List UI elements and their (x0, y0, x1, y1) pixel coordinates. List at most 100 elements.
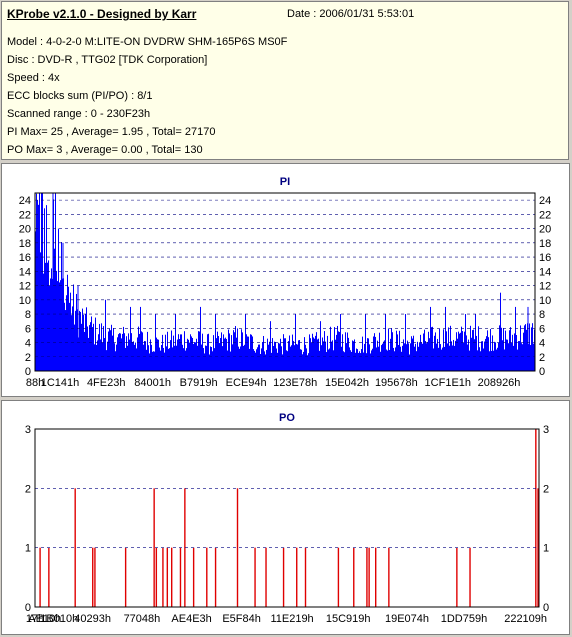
pi-bar (357, 349, 358, 371)
pi-bar (441, 349, 442, 371)
pi-bar (338, 331, 339, 371)
pi-bar (516, 334, 517, 371)
pi-bar (312, 333, 313, 371)
pi-bar (266, 349, 267, 371)
pi-bar (467, 344, 468, 371)
pi-bar (345, 332, 346, 371)
pi-bar (525, 324, 526, 371)
pi-bar (89, 325, 90, 371)
pi-bar (65, 310, 66, 371)
pi-bar (308, 353, 309, 371)
pi-bar (284, 338, 285, 371)
y-tick-label-right: 24 (539, 195, 551, 207)
pi-bar (358, 353, 359, 371)
pi-bar (418, 346, 419, 371)
pi-bar (508, 343, 509, 371)
pi-bar (332, 340, 333, 371)
pi-bar (402, 345, 403, 371)
pi-bar (427, 341, 428, 371)
pi-bar (195, 342, 196, 371)
pi-bar (92, 327, 93, 371)
info-speed: Speed : 4x (7, 72, 60, 84)
pi-spike (140, 306, 141, 371)
pi-bar (413, 335, 414, 371)
pi-bar (504, 349, 505, 371)
pi-bar (384, 340, 385, 371)
x-tick-label: 1B010h (40, 613, 78, 625)
pi-bar (171, 330, 172, 371)
pi-bar (64, 302, 65, 371)
pi-bar (458, 331, 459, 371)
pi-bar (38, 204, 39, 371)
pi-bar (300, 349, 301, 371)
pi-bar (208, 333, 209, 371)
pi-bar (512, 334, 513, 371)
pi-bar (289, 335, 290, 371)
pi-bar (309, 334, 310, 371)
po-bar (456, 547, 458, 607)
info-po-stats: PO Max= 3 , Average= 0.00 , Total= 130 (7, 144, 203, 156)
pi-bar (192, 337, 193, 371)
x-tick-label: 84001h (134, 377, 171, 389)
pi-bar (370, 353, 371, 371)
pi-bar (305, 344, 306, 371)
pi-bar (400, 346, 401, 371)
pi-bar (45, 262, 46, 371)
pi-bar (407, 340, 408, 371)
pi-bar (120, 333, 121, 371)
pi-bar (83, 314, 84, 371)
po-bar (166, 547, 169, 607)
pi-bar (496, 349, 497, 371)
pi-bar (277, 352, 278, 371)
pi-bar (414, 346, 415, 371)
pi-bar (227, 350, 228, 371)
po-bar (282, 547, 285, 607)
pi-bar (380, 351, 381, 371)
pi-bar (152, 351, 153, 371)
pi-bar (293, 340, 294, 371)
pi-bar (442, 347, 443, 371)
pi-bar (328, 349, 329, 371)
pi-bar (218, 336, 219, 371)
pi-bar (108, 331, 109, 371)
pi-bar (69, 302, 70, 371)
pi-bar (303, 351, 304, 371)
pi-spike (340, 314, 341, 371)
pi-bar (448, 327, 449, 371)
y-tick-label-right: 16 (539, 252, 551, 264)
x-tick-label: 19E074h (385, 613, 429, 625)
pi-bar (238, 346, 239, 371)
pi-bar (372, 348, 373, 371)
pi-bar (348, 337, 349, 371)
pi-bar (233, 330, 234, 371)
pi-bar (154, 351, 155, 371)
pi-bar (127, 345, 128, 371)
y-tick-label-left: 24 (19, 195, 31, 207)
pi-bar (355, 352, 356, 371)
pi-bar (335, 339, 336, 371)
pi-bar (294, 345, 295, 371)
pi-bar (170, 340, 171, 371)
pi-bar (47, 262, 48, 371)
po-bar (304, 547, 307, 607)
pi-bar (352, 340, 353, 371)
y-tick-label-left: 22 (19, 209, 31, 221)
pi-bar (410, 343, 411, 371)
pi-bar (79, 310, 80, 371)
pi-bar (366, 353, 367, 371)
pi-bar (444, 346, 445, 371)
x-tick-label: 40293h (74, 613, 111, 625)
pi-bar (489, 351, 490, 371)
pi-chart-panel: PI 0 0 2 2 4 4 6 6 8 8 10 10 12 12 14 14 16 16 18 18 20 20 22 22… (1, 163, 570, 397)
pi-bar (121, 338, 122, 371)
pi-bar (344, 352, 345, 371)
pi-bar (327, 335, 328, 371)
pi-bar (166, 346, 167, 371)
y-tick-label-right: 18 (539, 238, 551, 250)
pi-bar (185, 350, 186, 371)
pi-bar (88, 337, 89, 371)
pi-bar (188, 339, 189, 371)
pi-bar (379, 332, 380, 371)
pi-bar (224, 338, 225, 371)
pi-bar (292, 334, 293, 371)
